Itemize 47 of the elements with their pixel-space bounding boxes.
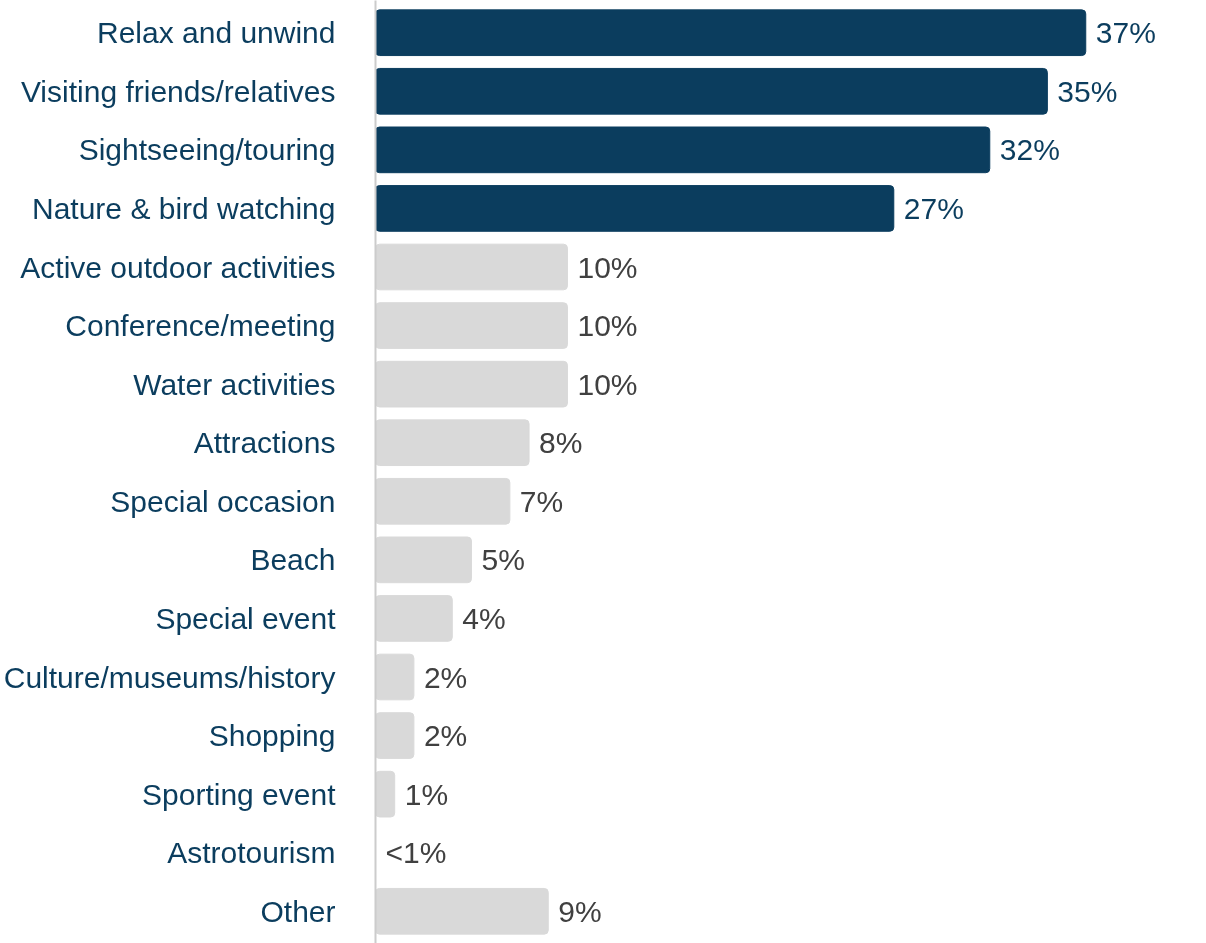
- data-label: 4%: [462, 601, 506, 635]
- data-label: 7%: [519, 484, 564, 518]
- data-label: 35%: [1057, 74, 1118, 108]
- data-label: 37%: [1095, 16, 1156, 50]
- y-tick-label: Visiting friends/relatives: [20, 74, 336, 108]
- bar: [375, 185, 895, 232]
- bar: [375, 243, 568, 291]
- bar: [375, 419, 530, 467]
- y-tick-label: Special occasion: [110, 484, 336, 518]
- bar: [375, 887, 549, 935]
- data-label: <1%: [385, 836, 447, 870]
- y-tick-label: Culture/museums/history: [3, 660, 336, 694]
- y-tick-label: Relax and unwind: [97, 16, 336, 50]
- y-tick-label: Other: [260, 894, 336, 928]
- data-label: 9%: [558, 894, 602, 928]
- y-tick-label: Conference/meeting: [65, 309, 336, 343]
- y-tick-label: Sightseeing/touring: [78, 133, 336, 167]
- data-label: 1%: [404, 777, 449, 811]
- bar: [375, 9, 1087, 57]
- y-tick-label: Active outdoor activities: [20, 250, 336, 284]
- data-label: 2%: [423, 660, 468, 694]
- bar: [375, 360, 568, 408]
- bar: [375, 770, 396, 818]
- y-tick-label: Special event: [155, 601, 337, 635]
- bar: [375, 595, 453, 642]
- y-tick-label: Astrotourism: [167, 836, 336, 870]
- y-tick-label: Attractions: [193, 426, 336, 460]
- data-label: 10%: [577, 250, 638, 284]
- bar: [375, 712, 415, 759]
- data-label: 32%: [999, 133, 1060, 167]
- bar: [375, 536, 472, 584]
- bar: [375, 477, 511, 525]
- y-tick-label: Shopping: [208, 719, 336, 753]
- bar: [375, 126, 991, 174]
- y-tick-label: Nature & bird watching: [32, 191, 336, 225]
- data-label: 8%: [539, 426, 583, 460]
- data-label: 27%: [903, 191, 964, 225]
- y-tick-label: Beach: [250, 543, 336, 577]
- data-label: 5%: [481, 543, 525, 577]
- y-tick-label: Water activities: [133, 367, 336, 401]
- y-tick-label: Sporting event: [142, 777, 337, 811]
- data-label: 10%: [577, 367, 638, 401]
- data-label: 10%: [577, 309, 638, 343]
- bar: [375, 302, 568, 349]
- bar: [375, 67, 1048, 115]
- bar: [375, 653, 415, 701]
- data-label: 2%: [423, 719, 468, 753]
